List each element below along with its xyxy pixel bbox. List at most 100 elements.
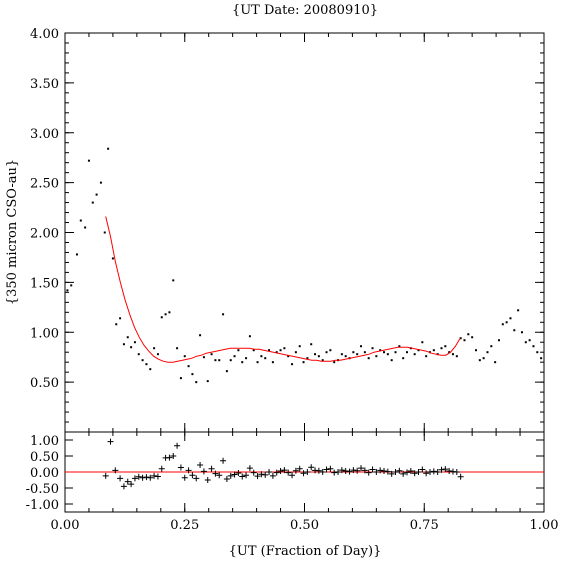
x-tick-label: 1.00 (530, 518, 559, 533)
residual-point (193, 475, 200, 482)
residual-point (446, 468, 453, 475)
x-axis-label: {UT (Fraction of Day)} (229, 544, 382, 559)
residual-point (151, 472, 158, 479)
y-tick-label: 0.50 (30, 376, 59, 391)
data-point (268, 349, 271, 352)
data-point (145, 363, 148, 366)
data-point (252, 349, 255, 352)
residual-point (273, 469, 280, 476)
residual-point (231, 471, 238, 478)
residual-point (243, 472, 250, 479)
residual-point (204, 477, 211, 483)
residual-point (400, 470, 407, 477)
data-point (91, 201, 94, 204)
residual-point (170, 453, 177, 459)
data-point (119, 317, 122, 320)
residual-point (350, 467, 357, 474)
data-point (455, 355, 458, 358)
data-point (126, 336, 129, 339)
residual-point (304, 469, 311, 475)
residual-point (235, 469, 242, 476)
residual-point (107, 438, 114, 445)
data-point (206, 380, 209, 383)
data-points (66, 147, 543, 384)
data-point (501, 323, 504, 326)
data-point (195, 381, 198, 384)
data-point (225, 370, 228, 373)
data-point (367, 357, 370, 360)
data-point (494, 361, 497, 364)
data-point (79, 219, 82, 222)
data-point (451, 353, 454, 356)
residual-point (327, 465, 334, 472)
fit-curve (105, 216, 461, 363)
residual-point (361, 467, 368, 474)
data-point (222, 313, 225, 316)
data-point (241, 361, 244, 364)
data-point (471, 336, 474, 339)
data-point (87, 159, 90, 162)
data-point (107, 147, 110, 150)
main-plot-frame (64, 32, 545, 433)
data-point (306, 357, 309, 360)
residual-point (197, 461, 204, 468)
y-tick-label: 2.00 (30, 227, 59, 242)
residual-point (396, 467, 403, 474)
data-point (115, 323, 118, 326)
residual-point (426, 469, 433, 475)
data-point (302, 361, 305, 364)
data-point (532, 345, 535, 348)
residual-point (453, 469, 460, 475)
x-tick-label: 0.50 (290, 518, 319, 533)
data-point (133, 341, 136, 344)
residual-point (423, 470, 430, 477)
data-point (229, 359, 232, 362)
residual-point (139, 474, 146, 481)
data-point (344, 355, 347, 358)
data-point (176, 347, 179, 350)
data-point (264, 357, 267, 360)
residual-point (415, 469, 422, 475)
data-point (417, 349, 420, 352)
residual-point (262, 471, 269, 478)
residual-point (223, 476, 230, 483)
data-point (444, 345, 447, 348)
residual-point (315, 467, 322, 474)
data-point (517, 309, 520, 312)
residual-point (269, 472, 276, 479)
data-point (156, 353, 159, 356)
data-point (260, 355, 263, 358)
data-point (352, 351, 355, 354)
data-point (248, 335, 251, 338)
data-point (413, 353, 416, 356)
data-point (394, 351, 397, 354)
data-point (137, 353, 140, 356)
data-point (95, 193, 98, 196)
residual-point (250, 469, 257, 476)
chart-title: {UT Date: 20080910} (232, 3, 378, 18)
data-point (99, 181, 102, 184)
data-point (130, 346, 133, 349)
residual-point (120, 483, 127, 490)
data-point (237, 349, 240, 352)
data-point (179, 377, 182, 380)
residual-point (381, 468, 388, 475)
data-point (168, 311, 171, 314)
data-point (448, 351, 451, 354)
residual-point (369, 466, 376, 473)
y-tick-label: 3.00 (30, 127, 59, 142)
data-point (245, 357, 248, 360)
data-point (421, 341, 424, 344)
data-point (432, 349, 435, 352)
residual-point (346, 468, 353, 475)
y-tick-label: 1.50 (30, 276, 59, 291)
data-point (233, 355, 236, 358)
data-point (70, 284, 73, 287)
residual-point (117, 475, 124, 482)
data-point (509, 317, 512, 320)
data-point (486, 351, 489, 354)
res-y-tick-label: -0.50 (26, 482, 59, 497)
data-point (474, 349, 477, 352)
residual-point (331, 469, 338, 476)
